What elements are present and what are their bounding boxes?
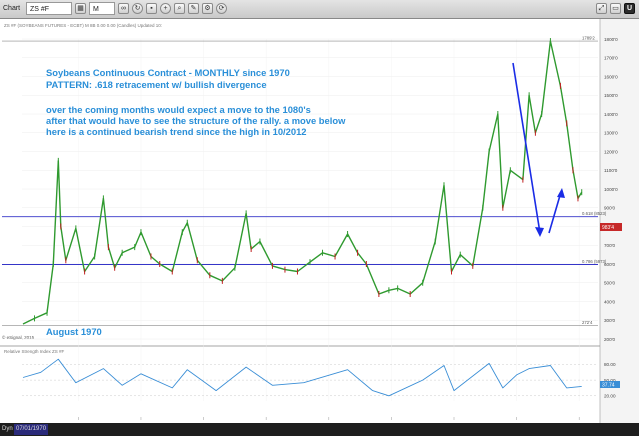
price-tick-label: 1500'0: [604, 93, 618, 98]
crosshair-icon[interactable]: +: [160, 3, 171, 14]
dyn-label[interactable]: Dyn: [2, 426, 13, 432]
drawing-icon[interactable]: ✎: [188, 3, 199, 14]
price-tick-label: 900'0: [604, 206, 616, 211]
chart-panel: [0, 19, 639, 423]
price-tick-label: 1400'0: [604, 112, 618, 117]
price-tick-label: 1300'0: [604, 131, 618, 136]
projection-arrows: [512, 62, 562, 234]
price-tick-label: 400'0: [604, 299, 616, 304]
esignal-label: © eSignal, 2015: [2, 334, 35, 340]
price-tick-label: 700'0: [604, 243, 616, 248]
chart-menu-label[interactable]: Chart: [3, 5, 21, 12]
price-tick-label: 300'0: [604, 318, 616, 323]
price-tick-label: 1200'0: [604, 149, 618, 154]
time-axis: 197519801985199019952000200520102015: [78, 417, 580, 420]
chart-header: ZS #F (SOYBEANS FUTURES - ECBT) M 8B 0.0…: [4, 23, 162, 28]
rsi-header: Relative Strength Index ZS #F: [4, 349, 65, 354]
annotation-expectation: over the coming months would expect a mo…: [46, 104, 311, 115]
rsi-tick-label: 20.00: [604, 394, 616, 399]
link-icon[interactable]: ∞: [118, 3, 129, 14]
last-price-value: 983'4: [602, 225, 614, 231]
price-tick-label: 1100'0: [604, 168, 618, 173]
price-chart[interactable]: ZS #F (SOYBEANS FUTURES - ECBT) M 8B 0.0…: [0, 19, 639, 423]
bottom-bar: [0, 423, 639, 436]
reference-line-label: 272'4: [582, 320, 593, 325]
last-price-badge: [600, 223, 622, 231]
sync-icon[interactable]: ⟳: [216, 3, 227, 14]
price-tick-label: 200'0: [604, 337, 616, 342]
reference-line-label: 1789'2: [582, 36, 595, 41]
window-icon[interactable]: ▭: [610, 3, 621, 14]
rally-arrow-line: [548, 191, 562, 234]
rsi-series-line: [22, 358, 582, 397]
price-tick-label: 500'0: [604, 281, 616, 286]
expand-icon[interactable]: ⤢: [596, 3, 607, 14]
annotation-bearish: here is a continued bearish trend since …: [46, 126, 307, 137]
annotation-structure: after that would have to see the structu…: [46, 115, 346, 126]
price-tick-label: 1700'0: [604, 56, 618, 61]
reference-line-label: 0.786 (5973): [582, 259, 607, 264]
toolbar: Chart ZS #F ▦ M ∞ ↻ ▪ + ⌕ ✎ ⚙ ⟳ ⤢ ▭ U: [0, 0, 639, 19]
rsi-last-value: 37.74: [602, 383, 615, 389]
settings-icon[interactable]: ⚙: [202, 3, 213, 14]
refresh-icon[interactable]: ↻: [132, 3, 143, 14]
rsi-tick-label: 80.00: [604, 362, 616, 367]
reference-line-label: 0.618 (8523): [582, 211, 607, 216]
rally-arrowhead: [557, 188, 565, 198]
annotation-pattern: PATTERN: .618 retracement w/ bullish div…: [46, 79, 267, 90]
price-tick-label: 1000'0: [604, 187, 618, 192]
interval-select[interactable]: M: [89, 2, 115, 15]
price-tick-label: 1800'0: [604, 37, 618, 42]
decline-arrow-line: [512, 62, 541, 234]
price-tick-label: 1600'0: [604, 74, 618, 79]
rsi-last-badge: [600, 381, 620, 388]
lock-icon[interactable]: ▪: [146, 3, 157, 14]
grid-icon[interactable]: ▦: [75, 3, 86, 14]
rsi-layer: 80.00 50.00 20.00: [22, 358, 616, 399]
series-layer: [22, 38, 583, 325]
rsi-tick-label: 50.00: [604, 378, 616, 383]
zoom-icon[interactable]: ⌕: [174, 3, 185, 14]
annotation-start-date: August 1970: [46, 326, 102, 337]
price-axis-strip: [600, 19, 639, 423]
price-axis: 1800'0 1700'0 1600'0 1500'0 1400'0 1300'0 1200…: [604, 37, 618, 342]
decline-arrowhead: [535, 227, 544, 237]
close-icon[interactable]: U: [624, 3, 635, 14]
price-series-line: [22, 40, 583, 325]
price-tick-label: 600'0: [604, 262, 616, 267]
grid: [22, 38, 598, 401]
start-date-label: 07/01/1970: [14, 424, 49, 435]
annotation-title: Soybeans Continuous Contract - MONTHLY s…: [46, 67, 290, 78]
symbol-input[interactable]: ZS #F: [26, 2, 72, 15]
